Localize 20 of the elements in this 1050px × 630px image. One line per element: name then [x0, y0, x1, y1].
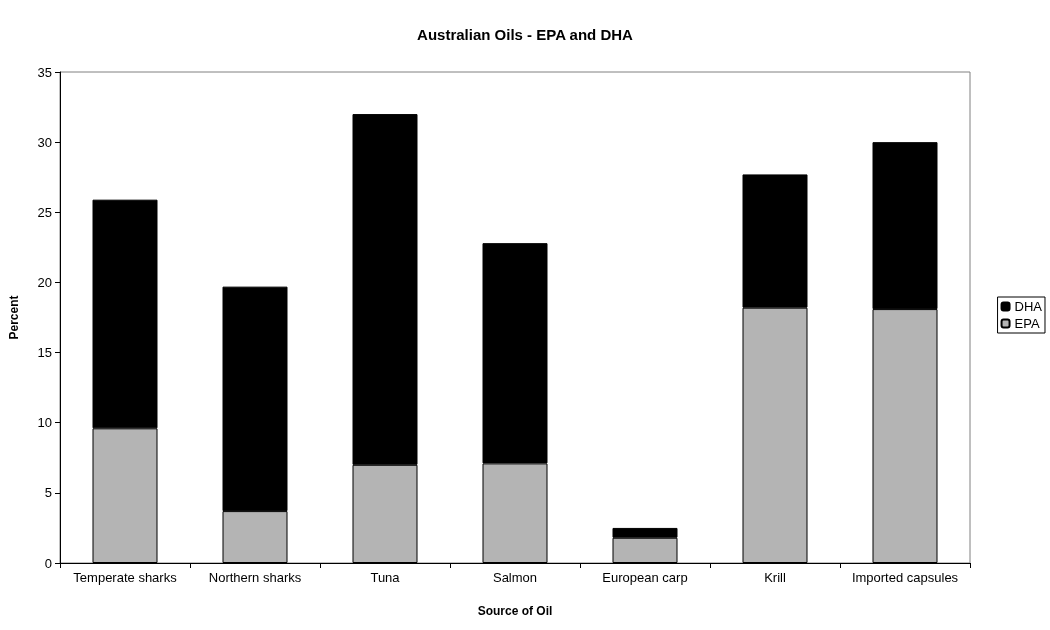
y-axis-title: Percent [7, 295, 21, 340]
x-tick-label: Imported capsules [851, 570, 959, 585]
x-tick-label: Krill [764, 570, 786, 585]
y-tick-label: 10 [37, 415, 52, 431]
legend-label: EPA [1014, 316, 1040, 331]
x-axis-title: Source of Oil [477, 604, 553, 618]
x-tick-label: Tuna [370, 570, 401, 585]
y-tick-label: 20 [37, 274, 52, 290]
y-tick-label: 15 [37, 345, 52, 361]
x-tick-label: Temperate sharks [73, 570, 178, 585]
chart-title: Australian Oils - EPA and DHA [417, 26, 634, 43]
y-tick-label: 5 [44, 485, 52, 501]
legend-label: DHA [1014, 299, 1043, 314]
x-tick-label: Salmon [492, 570, 538, 585]
y-tick-label: 0 [44, 555, 52, 571]
x-tick-label: Northern sharks [208, 570, 302, 585]
y-tick-label: 30 [37, 134, 52, 150]
y-tick-label: 35 [37, 64, 52, 80]
y-tick-label: 25 [37, 204, 52, 220]
x-tick-label: European carp [602, 570, 688, 585]
